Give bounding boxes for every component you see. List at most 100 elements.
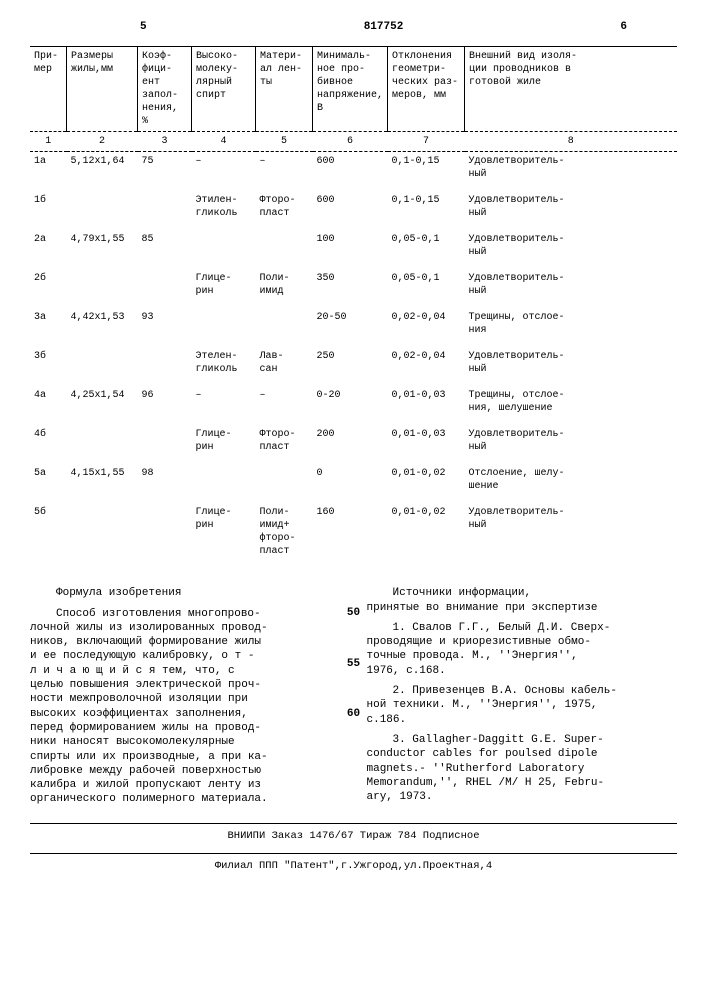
table-cell: 85	[138, 230, 192, 269]
table-cell: 3б	[30, 347, 67, 386]
table-cell	[256, 230, 313, 269]
col-header: Внешний вид изоля- ции проводников в гот…	[465, 47, 677, 132]
table-cell: 600	[313, 152, 388, 192]
source-item: 1. Свалов Г.Г., Белый Д.И. Сверх- провод…	[367, 621, 678, 678]
col-number: 3	[138, 132, 192, 152]
table-cell: 3а	[30, 308, 67, 347]
table-cell: 20-50	[313, 308, 388, 347]
table-cell: 2б	[30, 269, 67, 308]
col-header: Коэф- фици- ент запол- нения, %	[138, 47, 192, 132]
table-cell: Трещины, отслое- ния, шелушение	[465, 386, 677, 425]
table-cell: 0-20	[313, 386, 388, 425]
table-cell: 4,79x1,55	[67, 230, 138, 269]
table-cell: 0,02-0,04	[388, 308, 465, 347]
table-cell: 0,1-0,15	[388, 191, 465, 230]
table-row: 5а4,15x1,5598 00,01-0,02Отслоение, шелу- …	[30, 464, 677, 503]
table-cell: 5б	[30, 503, 67, 568]
table-cell: Удовлетворитель- ный	[465, 347, 677, 386]
table-cell: 96	[138, 386, 192, 425]
table-cell	[67, 347, 138, 386]
table-cell: 0	[313, 464, 388, 503]
page-num-right: 6	[620, 20, 627, 34]
table-cell: 0,1-0,15	[388, 152, 465, 192]
line-num: 50	[341, 606, 367, 620]
table-cell: 250	[313, 347, 388, 386]
table-cell: 98	[138, 464, 192, 503]
table-cell: 93	[138, 308, 192, 347]
table-cell: 0,01-0,02	[388, 464, 465, 503]
table-cell: Фторо- пласт	[256, 425, 313, 464]
table-cell	[192, 230, 256, 269]
col-number: 8	[465, 132, 677, 152]
table-cell: –	[192, 386, 256, 425]
table-row: 1б Этилен- гликольФторо- пласт6000,1-0,15…	[30, 191, 677, 230]
claim-text: Способ изготовления многопрово- лочной ж…	[30, 607, 341, 807]
table-cell: 200	[313, 425, 388, 464]
table-cell: 1а	[30, 152, 67, 192]
text-columns: Формула изобретения Способ изготовления …	[30, 586, 677, 812]
table-row: 3а4,42x1,539320-500,02-0,04Трещины, отсл…	[30, 308, 677, 347]
table-row: 3бЭтелен- гликольЛав- сан2500,02-0,04Удо…	[30, 347, 677, 386]
table-row: 2а4,79x1,55851000,05-0,1Удовлетворитель-…	[30, 230, 677, 269]
table-row: 2бГлице- ринПоли- имид3500,05-0,1Удовлет…	[30, 269, 677, 308]
table-cell: Удовлетворитель- ный	[465, 191, 677, 230]
page-num-left: 5	[140, 20, 147, 34]
col-header: При- мер	[30, 47, 67, 132]
table-cell: 600	[313, 191, 388, 230]
table-cell	[256, 308, 313, 347]
col-header: Отклонения геометри- ческих раз- меров, …	[388, 47, 465, 132]
table-cell: 5а	[30, 464, 67, 503]
divider	[30, 853, 677, 854]
table-cell: Удовлетворитель- ный	[465, 269, 677, 308]
table-cell	[138, 191, 192, 230]
table-cell: Поли- имид	[256, 269, 313, 308]
footer-line-2: Филиал ППП "Патент",г.Ужгород,ул.Проектн…	[30, 860, 677, 874]
table-cell: –	[256, 152, 313, 192]
table-cell: 1б	[30, 191, 67, 230]
table-cell: 350	[313, 269, 388, 308]
col-header: Минималь- ное про- бивное напряжение, В	[313, 47, 388, 132]
table-cell	[138, 347, 192, 386]
line-num: 60	[341, 707, 367, 721]
table-cell: 4,15x1,55	[67, 464, 138, 503]
table-row: 4а4,25x1,5496––0-200,01-0,03Трещины, отс…	[30, 386, 677, 425]
col-number: 6	[313, 132, 388, 152]
table-row: 5бГлице- ринПоли- имид+ фторо- пласт1600…	[30, 503, 677, 568]
table-cell	[138, 503, 192, 568]
table-cell: Отслоение, шелу- шение	[465, 464, 677, 503]
table-cell	[256, 464, 313, 503]
table-cell: 5,12x1,64	[67, 152, 138, 192]
table-cell	[138, 425, 192, 464]
table-cell: Этилен- гликоль	[192, 191, 256, 230]
table-cell	[192, 308, 256, 347]
source-item: 3. Gallagher-Daggitt G.E. Super- conduct…	[367, 733, 678, 804]
col-number: 4	[192, 132, 256, 152]
table-cell: Удовлетворитель- ный	[465, 230, 677, 269]
table-cell: 4б	[30, 425, 67, 464]
table-cell	[67, 269, 138, 308]
table-cell: Фторо- пласт	[256, 191, 313, 230]
table-cell: 4,42x1,53	[67, 308, 138, 347]
table-row: 4бГлице- ринФторо- пласт2000,01-0,03Удов…	[30, 425, 677, 464]
table-cell: –	[192, 152, 256, 192]
table-row: 1а5,12x1,6475––6000,1-0,15Удовлетворител…	[30, 152, 677, 192]
table-cell: Удовлетворитель- ный	[465, 503, 677, 568]
table-cell: 0,01-0,03	[388, 425, 465, 464]
col-number: 2	[67, 132, 138, 152]
table-cell: 2а	[30, 230, 67, 269]
col-number: 5	[256, 132, 313, 152]
table-cell: 160	[313, 503, 388, 568]
table-cell: 0,05-0,1	[388, 230, 465, 269]
footer-line-1: ВНИИПИ Заказ 1476/67 Тираж 784 Подписное	[30, 830, 677, 844]
table-cell: 0,01-0,02	[388, 503, 465, 568]
table-cell: –	[256, 386, 313, 425]
table-cell	[192, 464, 256, 503]
table-cell: 0,01-0,03	[388, 386, 465, 425]
col-header: Матери- ал лен- ты	[256, 47, 313, 132]
table-cell: 75	[138, 152, 192, 192]
page-header: 5 817752 6	[30, 20, 677, 34]
data-table: При- мерРазмеры жилы,ммКоэф- фици- ент з…	[30, 46, 677, 568]
table-cell: Лав- сан	[256, 347, 313, 386]
table-cell: Глице- рин	[192, 503, 256, 568]
col-number: 1	[30, 132, 67, 152]
